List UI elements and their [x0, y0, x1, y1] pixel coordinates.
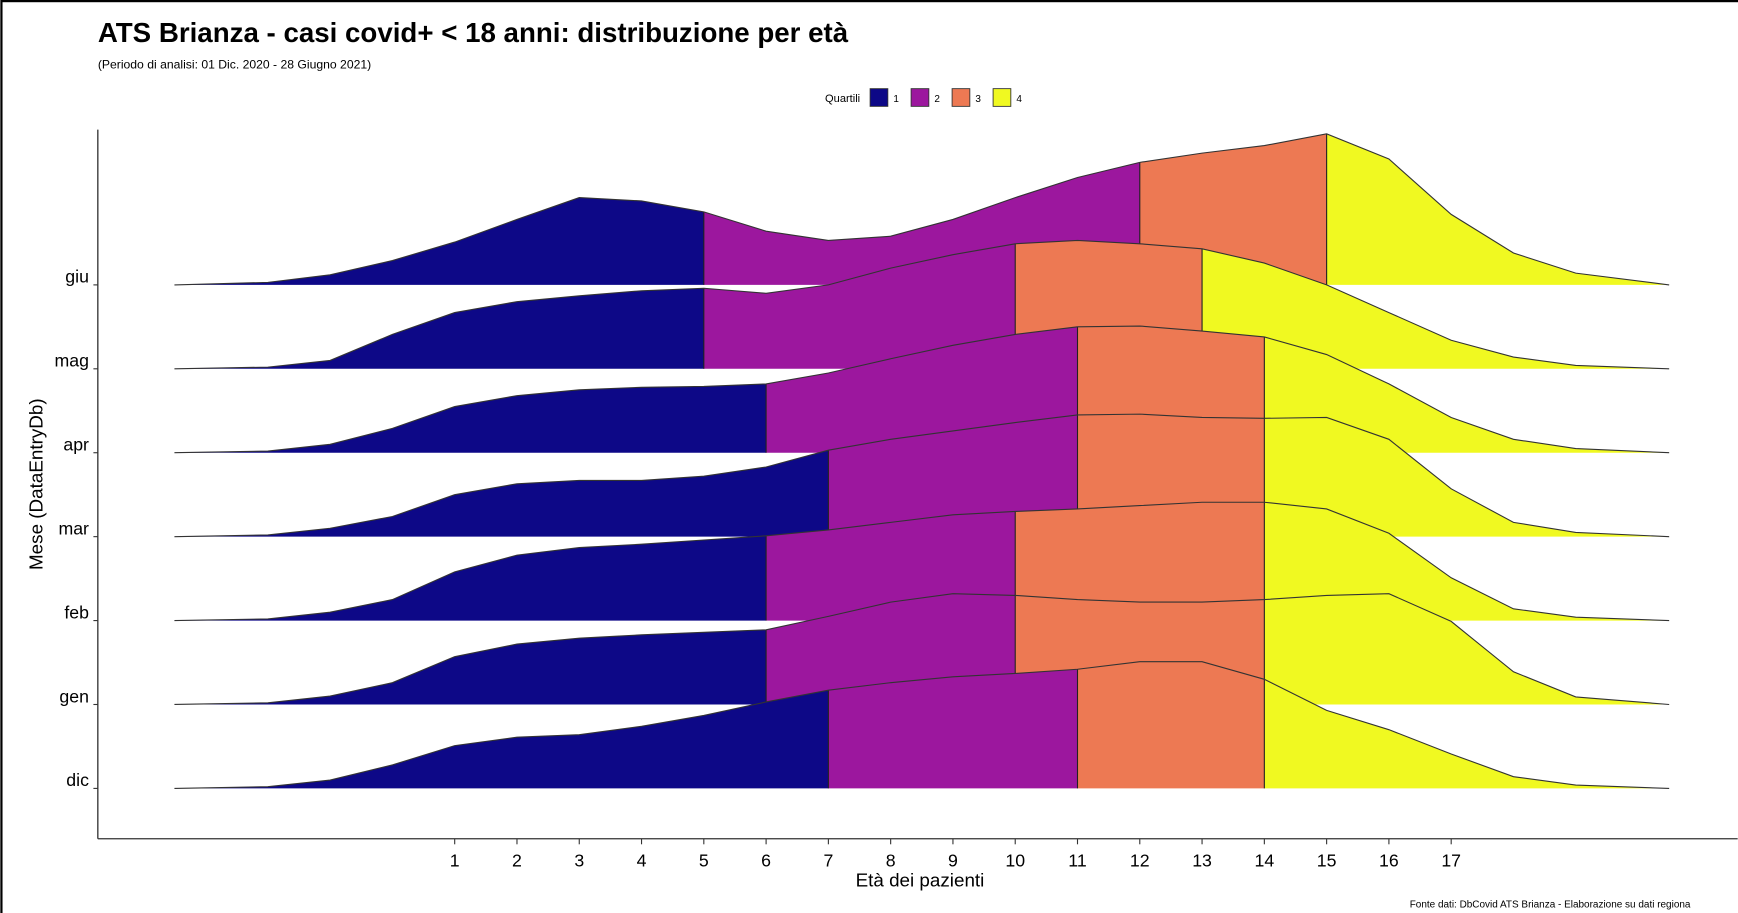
density-outline [174, 239, 1670, 370]
x-tick-label: 3 [574, 850, 584, 870]
ridges [174, 133, 1670, 789]
x-tick-label: 14 [1254, 850, 1274, 870]
x-tick-label: 4 [637, 850, 647, 870]
quartile-area [174, 535, 767, 621]
quartile-area [1264, 593, 1670, 705]
y-tick-label: mag [54, 351, 88, 371]
quartile-area [174, 197, 704, 285]
x-tick-label: 17 [1441, 850, 1461, 870]
legend-label: 3 [975, 94, 981, 105]
ridge [174, 661, 1670, 789]
quartile-area [1077, 661, 1265, 789]
x-tick-label: 8 [886, 850, 896, 870]
x-axis-label: Età dei pazienti [856, 869, 985, 890]
x-tick-label: 2 [512, 850, 522, 870]
y-tick-label: feb [64, 602, 89, 622]
quartile-area [1264, 502, 1670, 621]
legend-swatch [869, 88, 889, 107]
x-tick-label: 1 [450, 850, 460, 870]
legend-title: Quartili [825, 93, 860, 105]
quartile-area [174, 450, 829, 537]
density-outline [174, 133, 1670, 286]
density-outline [174, 661, 1670, 789]
y-tick-label: mar [58, 518, 89, 538]
legend-label: 4 [1016, 94, 1022, 105]
density-outline [174, 593, 1670, 706]
legend-swatch [951, 88, 971, 107]
x-tick-label: 9 [948, 850, 958, 870]
x-tick-label: 10 [1005, 850, 1025, 870]
y-axis-label: Mese (DataEntryDb) [25, 398, 46, 570]
density-outline [174, 501, 1670, 622]
quartile-area [1264, 417, 1670, 537]
density-outline [174, 325, 1670, 454]
y-tick-label: apr [63, 435, 89, 455]
legend-label: 2 [934, 94, 940, 105]
x-tick-label: 6 [761, 850, 771, 870]
x-tick-label: 11 [1068, 850, 1086, 870]
legend-swatch [992, 88, 1012, 107]
quartile-area [1326, 133, 1670, 285]
quartile-area [174, 288, 704, 369]
quartile-area [174, 383, 767, 453]
x-tick-label: 7 [823, 850, 833, 870]
quartile-area [828, 669, 1078, 789]
quartile-area [766, 326, 1078, 453]
x-tick-label: 16 [1379, 850, 1399, 870]
quartile-area [1202, 248, 1670, 369]
x-tick-label: 5 [699, 850, 709, 870]
source-note: Fonte dati: DbCovid ATS Brianza - Elabor… [1410, 899, 1691, 910]
ridge [174, 239, 1670, 370]
quartile-area [828, 414, 1078, 537]
quartile-area [703, 243, 1016, 369]
quartile-area [1015, 502, 1265, 621]
quartile-area [1264, 336, 1670, 453]
density-outline [174, 413, 1670, 538]
chart-subtitle: (Periodo di analisi: 01 Dic. 2020 - 28 G… [98, 58, 371, 72]
quartile-area [1264, 679, 1670, 789]
y-tick-label: gen [59, 686, 89, 706]
x-tick-label: 12 [1130, 850, 1150, 870]
y-tick-label: dic [66, 770, 89, 790]
y-tick-label: giu [65, 267, 89, 287]
x-tick-label: 13 [1192, 850, 1212, 870]
chart-title: ATS Brianza - casi covid+ < 18 anni: dis… [98, 17, 849, 48]
legend-label: 1 [893, 94, 899, 105]
x-tick-label: 15 [1317, 850, 1337, 870]
quartile-area [174, 629, 767, 705]
legend-swatch [910, 88, 930, 107]
